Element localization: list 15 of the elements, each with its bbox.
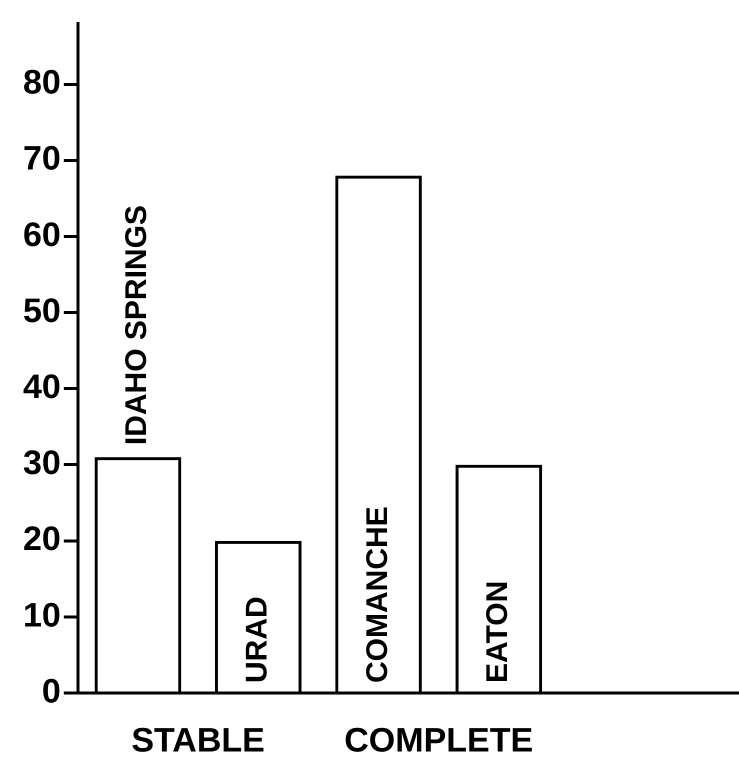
x-tick-label: COMANCHE xyxy=(360,506,394,683)
text: COMPLETE xyxy=(344,721,534,760)
y-tick-label: 60 xyxy=(22,216,61,254)
text: STABLE xyxy=(131,721,265,760)
y-tick-label: 10 xyxy=(22,596,61,634)
y-tick-label: 30 xyxy=(22,444,61,482)
x-tick-label: IDAHO SPRINGS xyxy=(120,205,154,446)
y-tick-label: 20 xyxy=(22,520,61,558)
x-tick-label: URAD xyxy=(240,596,274,683)
y-tick-label: 50 xyxy=(22,292,61,330)
x-tick-label: EATON xyxy=(481,580,514,683)
y-tick-label: 0 xyxy=(42,672,61,710)
y-tick-label: 40 xyxy=(22,368,61,406)
y-tick-label: 70 xyxy=(22,140,61,178)
y-tick-label: 80 xyxy=(22,64,61,102)
